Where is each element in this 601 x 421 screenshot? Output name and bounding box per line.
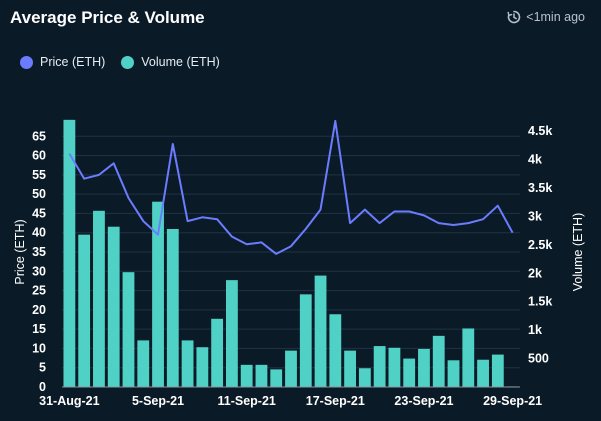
y2-tick-label: 4.5k [528,124,552,138]
volume-bar [314,275,327,387]
y-tick-label: 25 [32,284,46,298]
volume-bar [418,348,430,387]
y-tick-label: 20 [32,303,46,317]
y2-tick-label: 2k [528,266,542,280]
volume-bar [78,234,91,387]
last-updated[interactable]: <1min ago [507,10,585,24]
volume-bar [432,335,445,387]
y-tick-label: 0 [39,380,46,394]
volume-bar [477,359,489,387]
volume-bar [270,369,283,387]
y-tick-label: 55 [32,168,46,182]
y-tick-label: 45 [32,206,46,220]
volume-bar [240,364,253,387]
legend-swatch-price [20,55,33,69]
x-tick-label: 31-Aug-21 [39,394,99,408]
legend-item-volume[interactable]: Volume (ETH) [121,55,220,69]
volume-bar [373,346,386,387]
y-axis-title: Price (ETH) [13,219,27,284]
volume-bar [196,347,209,387]
volume-bar [211,318,224,387]
last-updated-text: <1min ago [526,10,585,24]
legend-label-volume: Volume (ETH) [141,55,220,69]
chart-legend: Price (ETH) Volume (ETH) [20,55,220,69]
legend-item-price[interactable]: Price (ETH) [20,55,105,69]
legend-swatch-volume [121,55,135,69]
volume-bar [152,201,164,387]
y2-tick-label: 2.5k [528,238,552,252]
volume-bar [137,340,150,387]
volume-bar [107,226,120,387]
y2-tick-label: 1k [528,323,542,337]
y-tick-label: 15 [32,322,46,336]
price-line [68,119,514,255]
y2-tick-label: 1.5k [528,295,552,309]
x-tick-label: 23-Sep-21 [394,394,453,408]
y-tick-label: 35 [32,245,46,259]
y2-tick-label: 3.5k [528,181,552,195]
y-tick-label: 40 [32,226,46,240]
y-tick-label: 10 [32,341,46,355]
volume-bar [93,210,105,387]
volume-bar [403,358,416,387]
volume-bar [122,272,135,387]
y-tick-label: 30 [32,264,46,278]
volume-bar [447,360,460,387]
volume-bar [299,294,312,387]
x-tick-label: 17-Sep-21 [306,394,365,408]
volume-bar [462,328,475,387]
chart-title: Average Price & Volume [10,8,205,27]
volume-bar [329,314,342,387]
volume-bar [225,280,238,387]
volume-bar [388,347,401,387]
legend-label-price: Price (ETH) [40,55,106,69]
volume-bar [344,350,357,387]
x-tick-label: 5-Sep-21 [132,394,184,408]
volume-bar [166,228,179,387]
volume-bar [358,368,371,387]
volume-bar [63,119,76,387]
y-tick-label: 5 [39,361,46,375]
y-tick-label: 60 [32,149,46,163]
clock-refresh-icon [507,10,521,24]
y2-tick-label: 4k [528,153,542,167]
y-tick-label: 50 [32,187,46,201]
y2-tick-label: 3k [528,209,542,223]
y-tick-label: 65 [32,129,46,143]
x-tick-label: 11-Sep-21 [217,394,275,408]
y2-tick-label: 500 [528,352,549,366]
y2-axis-title: Volume (ETH) [571,213,585,292]
x-tick-label: 29-Sep-21 [483,394,542,408]
volume-bar [491,354,504,387]
volume-bar [285,350,297,387]
volume-bar [181,340,194,387]
volume-bar [255,364,268,387]
